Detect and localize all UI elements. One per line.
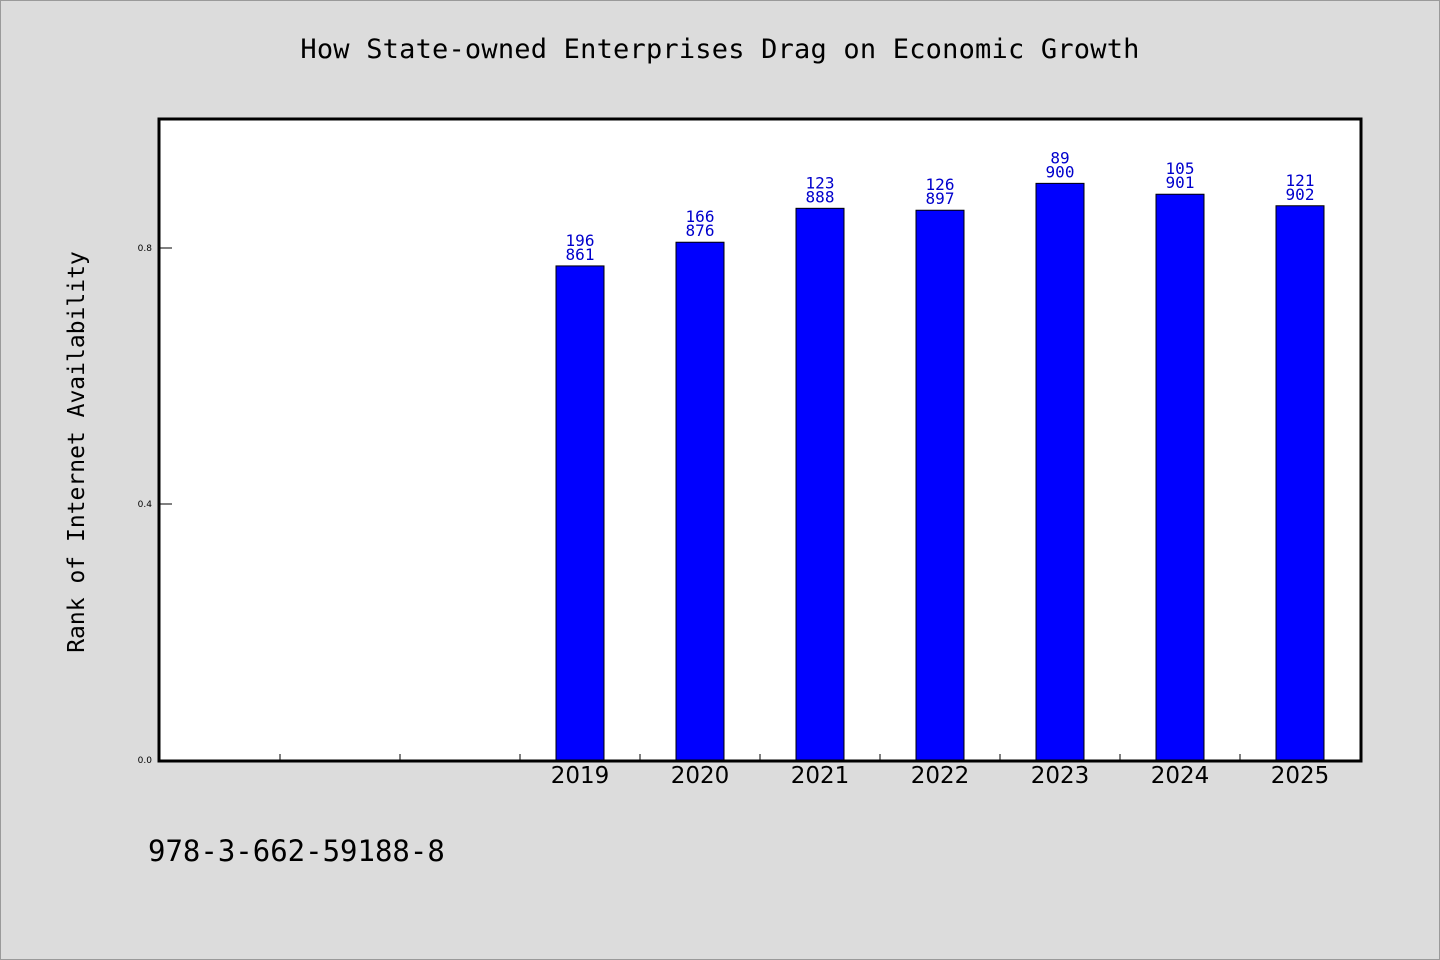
bar-label-top-2019: 196	[566, 231, 595, 250]
bar-2024	[1155, 193, 1205, 761]
bar-label-top-2020: 166	[686, 207, 715, 226]
chart-title: How State-owned Enterprises Drag on Econ…	[300, 34, 1140, 65]
bar-label-top-2025: 121	[1286, 171, 1315, 190]
x-tick-label-2019: 2019	[551, 763, 610, 789]
plot-border	[157, 117, 1363, 763]
bar-2021	[795, 207, 845, 761]
bar-2022	[915, 209, 965, 761]
bar-label-bottom-2019: 861	[566, 245, 595, 264]
bar-label-top-2024: 105	[1166, 159, 1195, 178]
bar-2020	[675, 241, 725, 761]
bar-label-top-2023: 89	[1050, 148, 1069, 167]
bar-label-bottom-2025: 902	[1286, 185, 1315, 204]
bar-2019	[555, 265, 605, 761]
bar-label-bottom-2021: 888	[806, 187, 835, 206]
ticks-layer: 0.0 0.4 0.8	[138, 244, 1241, 766]
x-tick-label-2023: 2023	[1031, 763, 1090, 789]
bar-label-top-2022: 126	[926, 175, 955, 194]
y-tick-label: 0.4	[138, 500, 153, 510]
bars-layer	[555, 182, 1325, 761]
bar-label-bottom-2023: 900	[1046, 162, 1075, 181]
bar-2025	[1275, 205, 1325, 761]
x-tick-label-2022: 2022	[911, 763, 970, 789]
y-tick-label: 0.0	[138, 756, 153, 766]
bar-label-top-2021: 123	[806, 173, 835, 192]
bar-label-bottom-2020: 876	[686, 221, 715, 240]
bar-label-bottom-2024: 901	[1166, 173, 1195, 192]
bar-label-bottom-2022: 897	[926, 189, 955, 208]
y-tick-label: 0.8	[138, 244, 153, 254]
x-tick-label-2021: 2021	[791, 763, 850, 789]
isbn-footer: 978-3-662-59188-8	[148, 834, 445, 868]
bar-2023	[1035, 182, 1085, 761]
x-tick-label-2024: 2024	[1151, 763, 1210, 789]
x-tick-label-2025: 2025	[1271, 763, 1330, 789]
x-tick-label-2020: 2020	[671, 763, 730, 789]
